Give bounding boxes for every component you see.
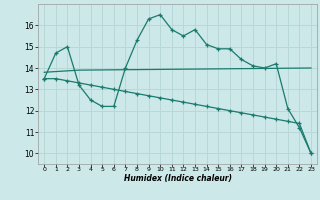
X-axis label: Humidex (Indice chaleur): Humidex (Indice chaleur) <box>124 174 232 183</box>
